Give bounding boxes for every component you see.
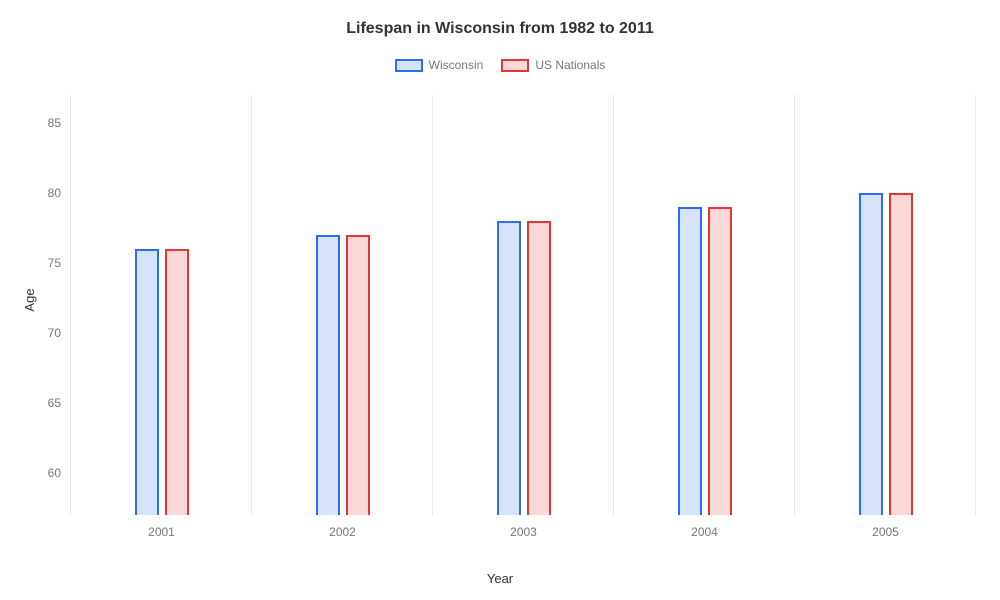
grid-line [251,95,252,515]
y-tick: 60 [31,466,71,480]
x-axis-label: Year [487,571,513,586]
bar[interactable] [527,221,551,515]
legend-item-us-nationals[interactable]: US Nationals [501,58,605,72]
grid-line [432,95,433,515]
chart-container: Lifespan in Wisconsin from 1982 to 2011 … [0,0,1000,600]
grid-line [975,95,976,515]
chart-title: Lifespan in Wisconsin from 1982 to 2011 [0,0,1000,38]
bar[interactable] [678,207,702,515]
y-tick: 65 [31,396,71,410]
x-tick: 2004 [691,515,718,539]
legend-swatch-wisconsin [395,59,423,72]
y-tick: 75 [31,256,71,270]
bar[interactable] [889,193,913,515]
bar[interactable] [708,207,732,515]
bar[interactable] [165,249,189,515]
y-tick: 80 [31,186,71,200]
x-tick: 2005 [872,515,899,539]
legend-label-us-nationals: US Nationals [535,58,605,72]
bar[interactable] [346,235,370,515]
grid-line [613,95,614,515]
y-axis-label: Age [22,288,37,311]
plot-area: 60657075808520012002200320042005 [70,95,975,515]
y-tick: 85 [31,116,71,130]
legend-label-wisconsin: Wisconsin [429,58,484,72]
bar[interactable] [316,235,340,515]
grid-line [794,95,795,515]
bar[interactable] [135,249,159,515]
legend-item-wisconsin[interactable]: Wisconsin [395,58,484,72]
legend-swatch-us-nationals [501,59,529,72]
bar[interactable] [859,193,883,515]
bar[interactable] [497,221,521,515]
x-tick: 2003 [510,515,537,539]
legend: Wisconsin US Nationals [0,58,1000,72]
x-tick: 2001 [148,515,175,539]
y-tick: 70 [31,326,71,340]
x-tick: 2002 [329,515,356,539]
